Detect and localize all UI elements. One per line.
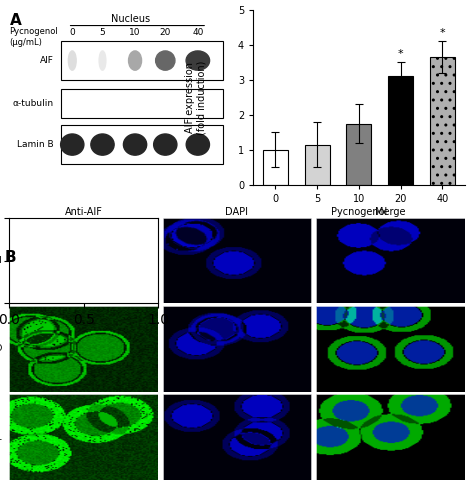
Ellipse shape xyxy=(123,134,146,155)
Text: 20: 20 xyxy=(160,28,171,37)
FancyBboxPatch shape xyxy=(61,41,223,80)
Text: *: * xyxy=(439,28,445,38)
Text: α-tubulin: α-tubulin xyxy=(12,99,54,108)
Ellipse shape xyxy=(91,134,114,155)
FancyBboxPatch shape xyxy=(61,125,223,164)
Ellipse shape xyxy=(61,134,84,155)
Ellipse shape xyxy=(154,134,177,155)
Y-axis label: DMSO: DMSO xyxy=(0,344,2,353)
Text: A: A xyxy=(9,13,21,28)
Y-axis label: AIF expression
(fold induction): AIF expression (fold induction) xyxy=(185,60,207,134)
Text: B: B xyxy=(5,250,17,265)
Bar xyxy=(263,150,288,185)
Ellipse shape xyxy=(99,51,106,70)
Title: DAPI: DAPI xyxy=(226,207,248,217)
FancyBboxPatch shape xyxy=(61,89,223,118)
Bar xyxy=(430,57,455,185)
Y-axis label: IgG control: IgG control xyxy=(0,256,2,265)
Text: 0: 0 xyxy=(69,28,75,37)
Ellipse shape xyxy=(186,51,210,70)
X-axis label: Pycnogenol
(μg/mL): Pycnogenol (μg/mL) xyxy=(331,207,387,228)
Ellipse shape xyxy=(186,134,210,155)
Text: 40: 40 xyxy=(192,28,203,37)
Text: AIF: AIF xyxy=(40,56,54,65)
Bar xyxy=(346,123,371,185)
Title: Anti-AIF: Anti-AIF xyxy=(65,207,103,217)
Text: Pycnogenol
(μg/mL): Pycnogenol (μg/mL) xyxy=(9,27,58,47)
Text: *: * xyxy=(398,49,403,59)
Text: Nucleus: Nucleus xyxy=(111,14,150,24)
Ellipse shape xyxy=(68,51,76,70)
Ellipse shape xyxy=(128,51,142,70)
Y-axis label: Pycnogenol 20 μg/mL: Pycnogenol 20 μg/mL xyxy=(0,433,2,442)
Text: 5: 5 xyxy=(100,28,105,37)
Bar xyxy=(304,145,329,185)
Text: Lamin B: Lamin B xyxy=(17,140,54,149)
Text: 10: 10 xyxy=(129,28,141,37)
Bar xyxy=(388,76,413,185)
Ellipse shape xyxy=(155,51,175,70)
Title: Merge: Merge xyxy=(375,207,405,217)
